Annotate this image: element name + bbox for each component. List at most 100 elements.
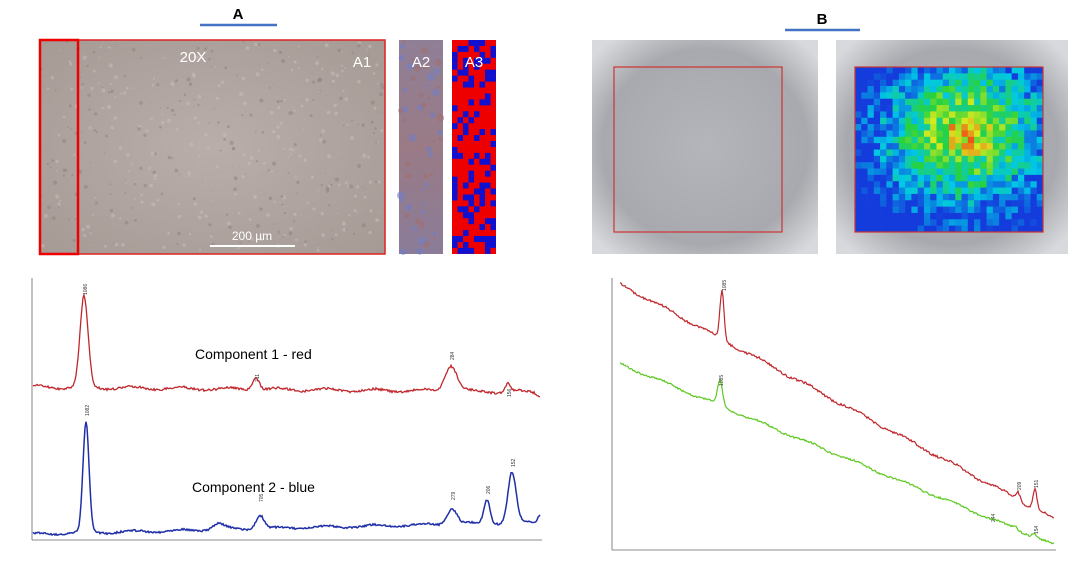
speck [325, 189, 330, 193]
heatmap-cell [873, 225, 881, 233]
heatmap-cell [917, 136, 925, 144]
component-label: Component 2 - blue [192, 479, 315, 495]
speck [405, 161, 411, 167]
heatmap-cell [967, 225, 975, 233]
heatmap-cell [986, 193, 994, 201]
heatmap-cell [1017, 187, 1025, 195]
heatmap-cell [861, 149, 868, 157]
speck [317, 246, 319, 249]
heatmap-cell [999, 225, 1006, 233]
speck [107, 91, 111, 94]
speck [167, 155, 172, 160]
heatmap-cell [986, 219, 994, 226]
heatmap-cell [974, 200, 981, 207]
heatmap-cell [949, 193, 956, 201]
heatmap-cell [1030, 212, 1038, 220]
image-label: A2 [412, 54, 430, 71]
speck [362, 153, 367, 158]
speck [210, 49, 214, 53]
speck [328, 204, 331, 207]
heatmap-cell [1024, 111, 1031, 119]
map-cell [468, 99, 474, 106]
speck [149, 101, 151, 104]
speck [293, 60, 297, 64]
heatmap-cell [961, 149, 969, 157]
heatmap-cell [867, 86, 875, 93]
heatmap-cell [942, 212, 950, 220]
heatmap-cell [949, 200, 956, 207]
speck [153, 173, 158, 178]
heatmap-cell [942, 225, 950, 233]
heatmap-cell [1024, 86, 1031, 93]
speck [418, 237, 427, 246]
heatmap-cell [917, 143, 925, 150]
speck [368, 44, 372, 49]
map-cell [468, 75, 474, 82]
speck [423, 64, 429, 69]
speck [316, 249, 320, 252]
speck [81, 227, 85, 232]
speck [62, 139, 67, 144]
heatmap-cell [917, 79, 925, 87]
speck [192, 197, 196, 201]
heatmap-cell [949, 130, 956, 138]
speck [233, 187, 237, 192]
speck [292, 109, 296, 113]
heatmap-cell [949, 174, 956, 182]
heatmap-cell [1036, 162, 1044, 169]
speck [340, 64, 343, 67]
heatmap-cell [886, 155, 893, 163]
heatmap-cell [999, 219, 1006, 226]
speck [57, 133, 61, 137]
speck [396, 191, 405, 200]
speck [417, 146, 420, 149]
speck [203, 47, 207, 51]
heatmap-cell [861, 117, 868, 125]
heatmap-cell [917, 130, 925, 138]
speck [365, 188, 367, 191]
heatmap-cell [911, 136, 918, 144]
heatmap-cell [873, 149, 881, 157]
heatmap-cell [986, 168, 994, 176]
heatmap-cell [861, 212, 868, 220]
speck [120, 242, 125, 247]
speck [86, 64, 89, 67]
heatmap-cell [1005, 219, 1012, 226]
speck [303, 243, 307, 247]
speck [206, 146, 210, 149]
heatmap-cell [855, 174, 862, 182]
speck [89, 244, 91, 247]
speck [296, 180, 300, 184]
heatmap-cell [967, 168, 975, 176]
speck [52, 180, 58, 185]
speck [174, 168, 179, 173]
map-cell [479, 158, 485, 165]
heatmap-cell [955, 212, 962, 220]
speck [191, 72, 196, 77]
heatmap-cell [1017, 149, 1025, 157]
micrograph [592, 40, 818, 254]
heatmap-cell [1005, 162, 1012, 169]
heatmap-cell [1024, 219, 1031, 226]
heatmap-cell [1011, 200, 1019, 207]
speck [338, 152, 340, 155]
heatmap-cell [861, 219, 868, 226]
heatmap-cell [967, 86, 975, 93]
heatmap-cell [930, 79, 937, 87]
heatmap-cell [1005, 181, 1012, 188]
heatmap-cell [999, 130, 1006, 138]
peak-label: 705 [259, 493, 265, 502]
heatmap-cell [905, 143, 912, 150]
heatmap-cell [911, 200, 918, 207]
heatmap-cell [898, 162, 906, 169]
heatmap-cell [949, 117, 956, 125]
heatmap-cell [980, 67, 987, 74]
heatmap-cell [955, 98, 962, 106]
heatmap-cell [999, 73, 1006, 80]
heatmap-cell [867, 79, 875, 87]
heatmap-cell [923, 130, 931, 138]
heatmap-cell [936, 219, 944, 226]
map-cell [490, 241, 496, 248]
heatmap-cell [949, 86, 956, 93]
speck [296, 192, 298, 195]
